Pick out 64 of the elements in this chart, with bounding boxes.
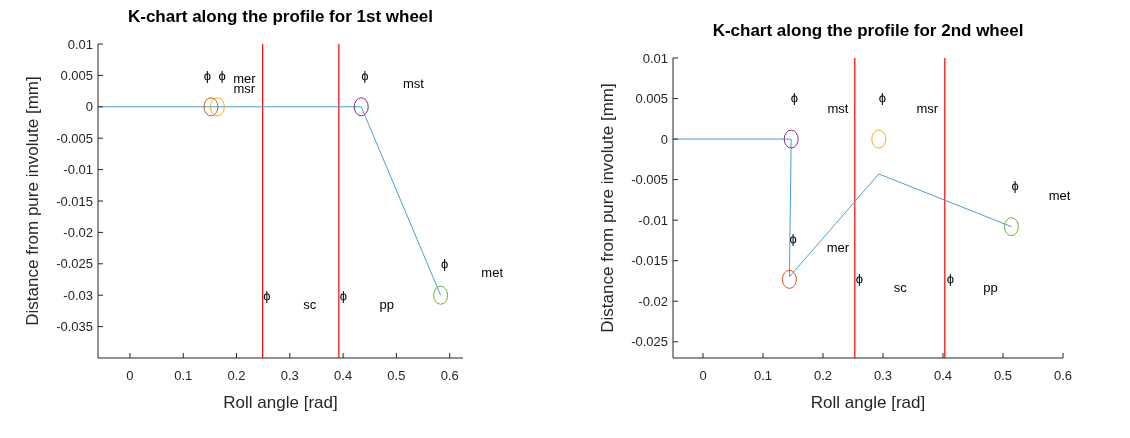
y-tick-label: -0.01: [63, 162, 93, 178]
annotation: ϕ: [441, 256, 449, 272]
y-tick-label: -0.02: [63, 224, 93, 240]
x-tick-label: 0.1: [174, 368, 193, 383]
y-tick-label: -0.025: [631, 334, 668, 350]
annotation: ϕ: [1011, 178, 1019, 194]
x-tick-label: 0.5: [993, 368, 1013, 383]
annotation: msr: [916, 100, 939, 116]
x-tick-label: 0.1: [753, 368, 773, 383]
point: [1003, 217, 1019, 237]
y-tick-label: 0: [85, 99, 93, 115]
x-tick-label: 0.2: [227, 368, 246, 383]
x-axis-title: Roll angle [rad]: [810, 393, 926, 412]
annotation: mst: [402, 75, 425, 91]
x-axis-title: Roll angle [rad]: [223, 393, 338, 412]
x-tick-label: 0.5: [387, 368, 406, 383]
y-tick-label: -0.005: [631, 172, 668, 188]
y-tick-label: -0.015: [56, 193, 93, 209]
y-axis-title: Distance from pure involute [mm]: [598, 83, 617, 333]
y-axis-title: Distance from pure involute [mm]: [23, 76, 42, 326]
point: [871, 129, 887, 149]
annotation: ϕ: [878, 90, 887, 105]
y-tick-label: -0.01: [638, 212, 668, 228]
x-tick-label: 0.6: [1053, 368, 1073, 383]
annotation: ϕ: [263, 288, 271, 304]
x-tick-label: 0: [126, 368, 134, 383]
annotation: ϕ: [339, 288, 347, 304]
annotation: met: [1048, 188, 1071, 204]
annotation: pp: [379, 296, 394, 312]
y-tick-label: 0.01: [67, 36, 93, 52]
y-tick-label: 0.005: [635, 91, 668, 107]
annotation: pp: [983, 279, 998, 295]
x-tick-label: 0: [699, 368, 707, 383]
y-tick-label: -0.03: [63, 287, 93, 303]
annotation: mer: [826, 240, 850, 255]
y-tick-label: 0.005: [60, 67, 93, 83]
annotation: sc: [303, 296, 317, 312]
annotation: ϕ: [218, 67, 226, 83]
y-tick-label: -0.005: [56, 130, 93, 146]
y-tick-label: 0.01: [642, 50, 668, 66]
x-tick-label: 0.2: [813, 368, 833, 383]
chart-title: K-chart along the profile for 2nd wheel: [712, 21, 1024, 40]
y-tick-label: -0.015: [631, 253, 668, 269]
annotation: mst: [827, 100, 849, 116]
annotation: ϕ: [946, 270, 954, 286]
point: [781, 269, 797, 289]
annotation: ϕ: [790, 90, 798, 105]
x-tick-label: 0.4: [933, 368, 953, 383]
annotation: ϕ: [361, 67, 369, 83]
text: met: [481, 264, 504, 280]
x-tick-label: 0.6: [440, 368, 459, 383]
x-tick-label: 0.3: [873, 368, 893, 383]
chart-title: K-chart along the profile for 1st wheel: [127, 7, 434, 26]
annotation: sc: [893, 279, 908, 295]
point: [783, 129, 799, 149]
x-tick-label: 0.4: [334, 368, 353, 383]
y-tick-label: -0.025: [56, 256, 93, 272]
y-tick-label: -0.035: [56, 319, 93, 335]
annotation: ϕ: [789, 231, 797, 246]
annotation: ϕ: [203, 67, 212, 83]
y-tick-label: -0.02: [638, 293, 668, 309]
x-tick-label: 0.3: [280, 368, 299, 383]
annotation: ϕ: [855, 270, 864, 286]
y-tick-label: 0: [660, 131, 668, 147]
